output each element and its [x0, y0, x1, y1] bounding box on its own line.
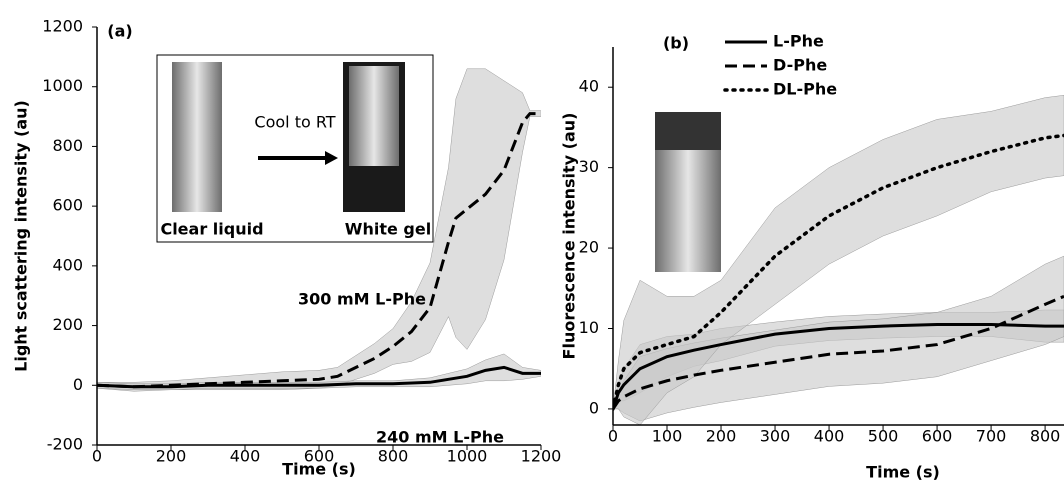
series-line: [97, 365, 541, 389]
y-axis-label: Light scattering intensity (au): [12, 100, 31, 372]
annotation: Cool to RT: [254, 113, 335, 132]
y-tick-label: 0: [589, 398, 599, 417]
series-line: [613, 294, 1064, 410]
y-tick-label: -200: [47, 435, 83, 454]
arrow-head: [325, 151, 338, 165]
series-line: [613, 322, 1064, 410]
series-line: [97, 112, 541, 389]
y-tick-label: 1000: [42, 76, 83, 95]
x-axis-label: Time (s): [866, 463, 940, 482]
photo-clear-liquid: [172, 62, 222, 212]
x-tick-label: 100: [652, 427, 683, 446]
annotation: White gel: [345, 220, 431, 239]
insets: Clear liquid Cool to RT White gel: [156, 54, 721, 272]
y-tick-label: 30: [579, 157, 599, 176]
y-tick-label: 20: [579, 238, 599, 257]
x-tick-label: 500: [868, 427, 899, 446]
panel-label: (b): [663, 34, 689, 53]
y-tick-label: 0: [73, 375, 83, 394]
y-tick-label: 400: [52, 255, 83, 274]
photo-vial-cap: [655, 112, 721, 150]
x-tick-label: 400: [230, 447, 261, 466]
x-tick-label: 0: [92, 447, 102, 466]
photo-white-gel-top: [349, 66, 399, 166]
y-tick-label: 600: [52, 196, 83, 215]
x-tick-label: 200: [156, 447, 187, 466]
y-tick-label: 200: [52, 315, 83, 334]
x-tick-label: 700: [976, 427, 1007, 446]
legend-label: L-Phe: [773, 32, 824, 51]
x-tick-label: 800: [1030, 427, 1061, 446]
x-tick-label: 1200: [521, 447, 562, 466]
y-tick-label: 40: [579, 77, 599, 96]
y-tick-label: 1200: [42, 17, 83, 36]
legend-label: DL-Phe: [773, 80, 837, 99]
y-tick-label: 800: [52, 136, 83, 155]
x-tick-label: 400: [814, 427, 845, 446]
legend-label: D-Phe: [773, 56, 827, 75]
x-tick-label: 0: [608, 427, 618, 446]
x-tick-label: 600: [304, 447, 335, 466]
x-tick-label: 200: [706, 427, 737, 446]
x-tick-label: 1000: [447, 447, 488, 466]
x-tick-label: 600: [922, 427, 953, 446]
error-band: [613, 95, 1064, 425]
annotation: Clear liquid: [160, 220, 263, 239]
y-tick-label: 10: [579, 318, 599, 337]
panel-label: (a): [107, 22, 132, 41]
x-axis-label: Time (s): [282, 460, 356, 479]
x-tick-label: 800: [378, 447, 409, 466]
y-axis-label: Fluorescence intensity (au): [560, 113, 579, 360]
series-label: 240 mM L-Phe: [376, 428, 504, 447]
series-label: 300 mM L-Phe: [298, 290, 426, 309]
x-tick-label: 300: [760, 427, 791, 446]
